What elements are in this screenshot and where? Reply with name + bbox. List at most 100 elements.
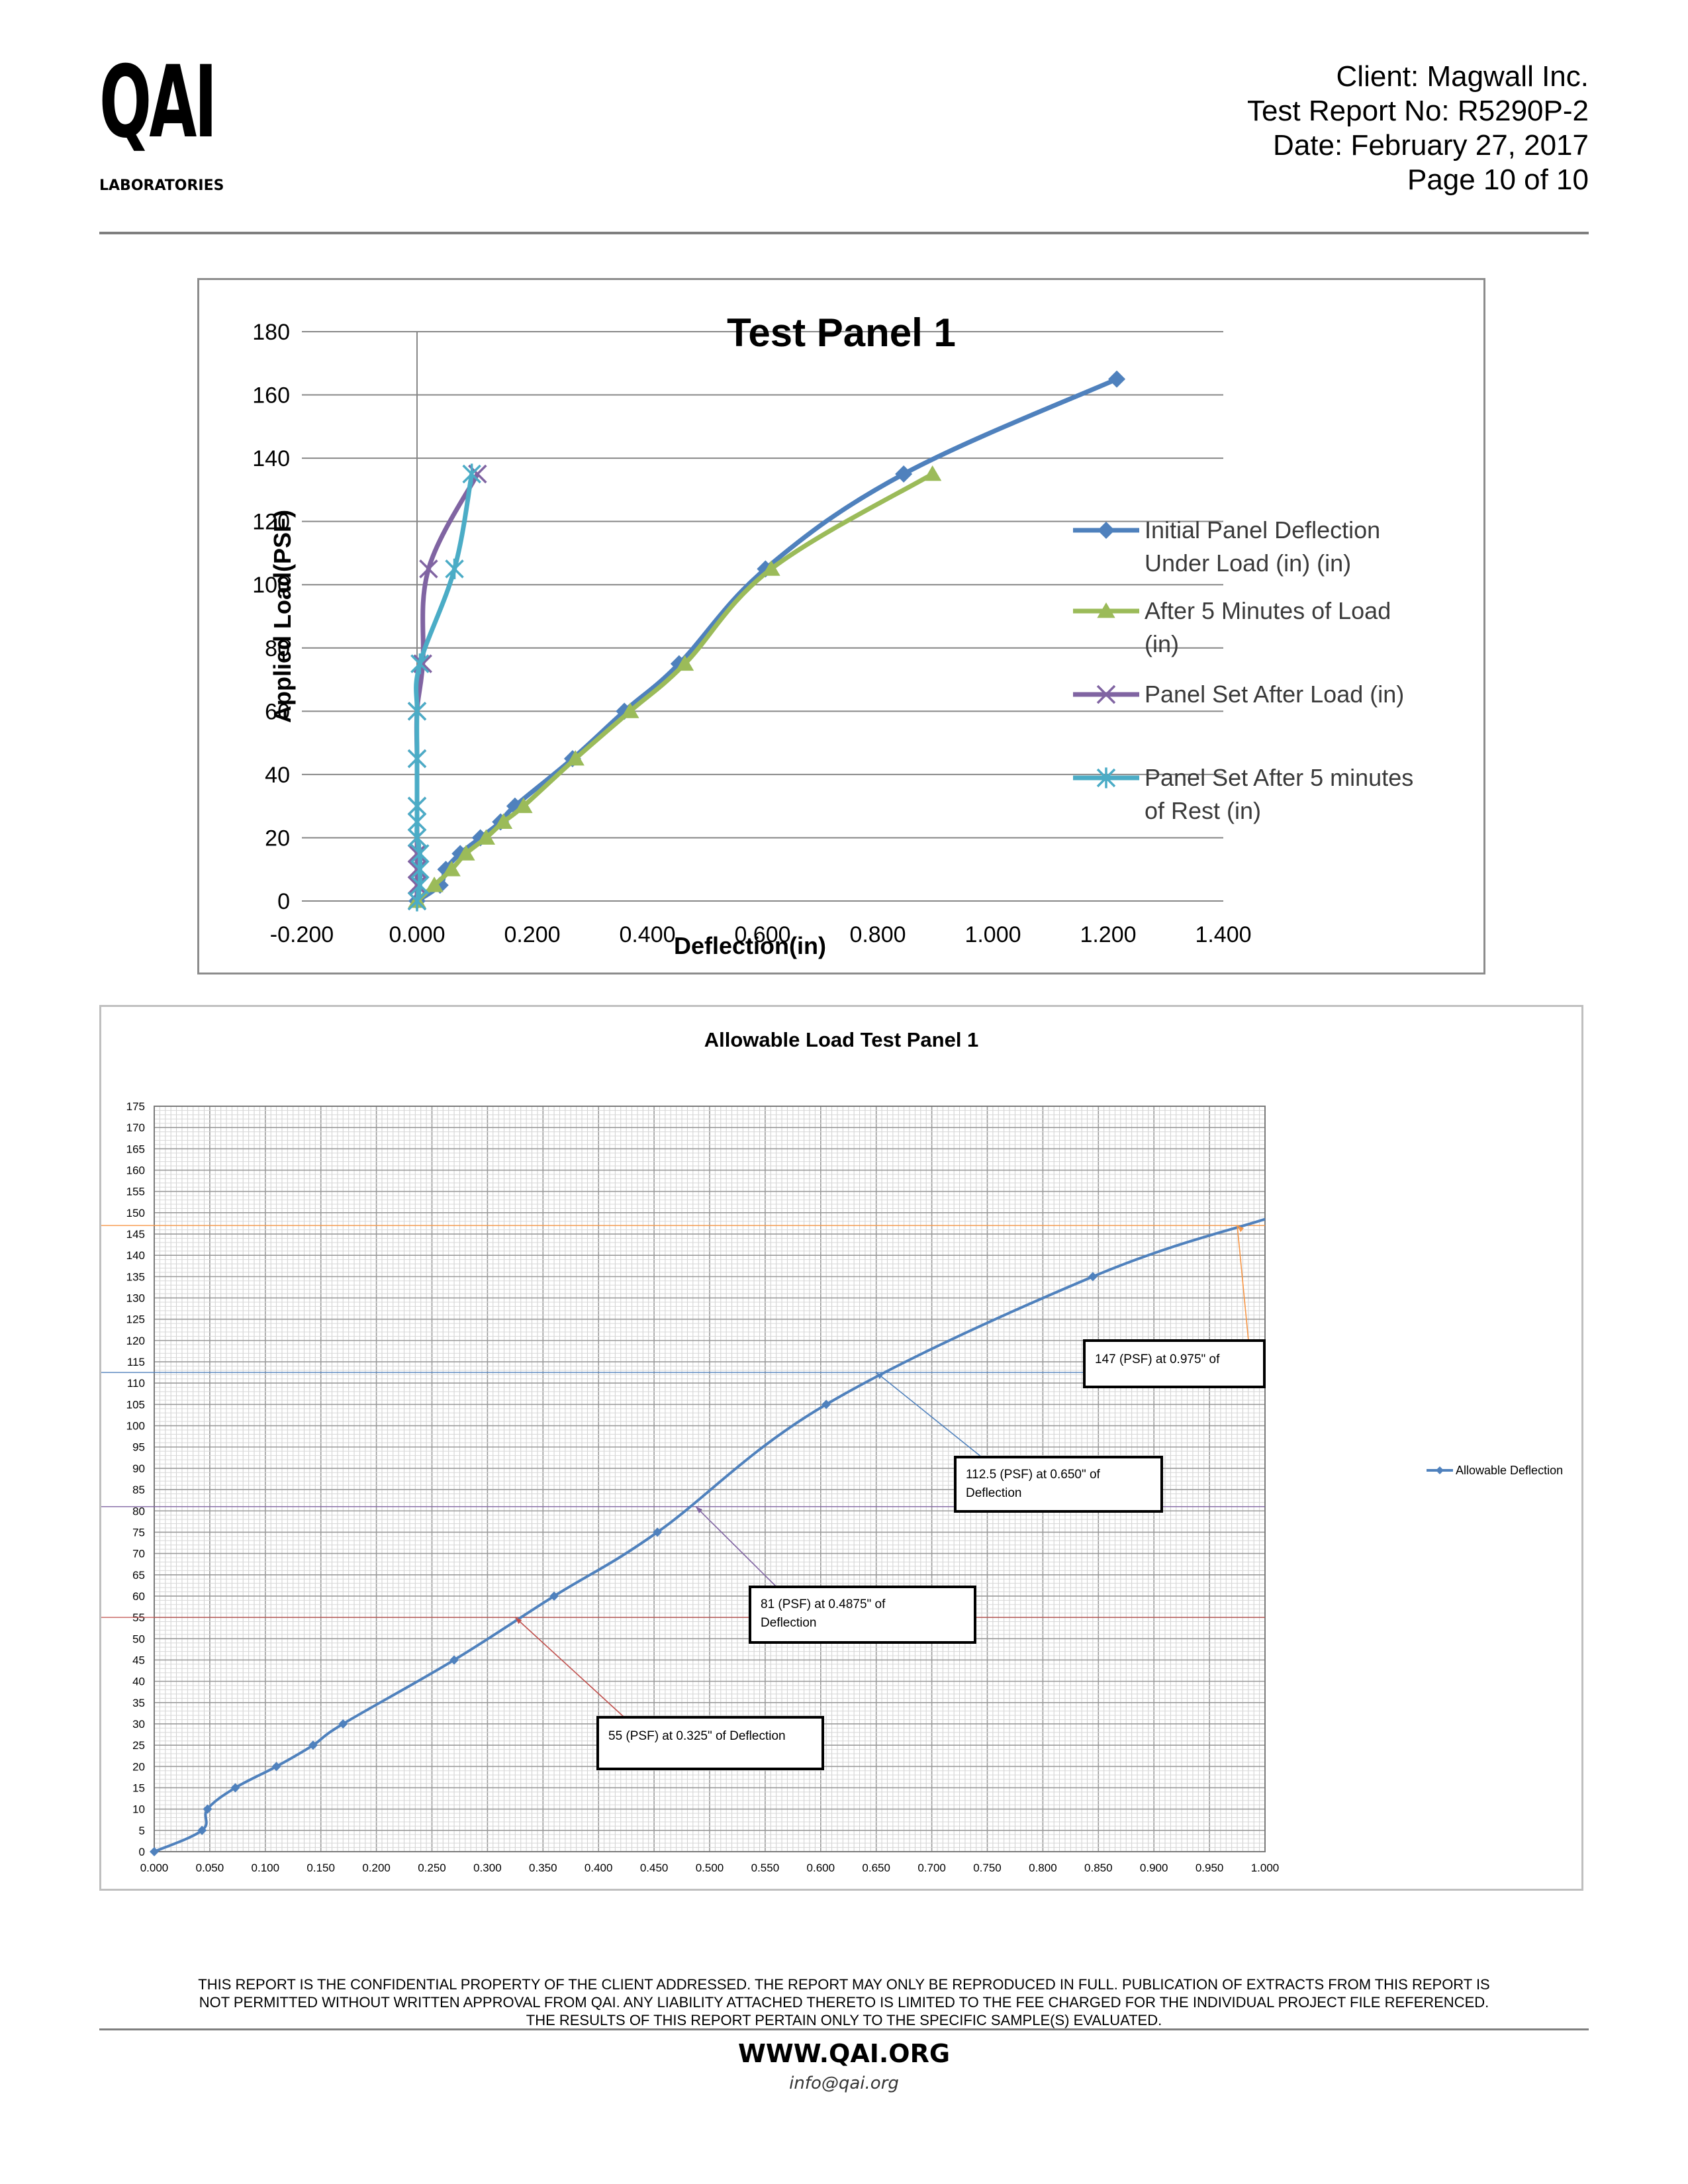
- data-point-5: [308, 1740, 318, 1750]
- data-point-3-6: [407, 796, 427, 817]
- annotation-arrow-3: [1237, 1225, 1244, 1233]
- x-tick-label-0.500: 0.500: [696, 1862, 724, 1874]
- y-tick-label-20: 20: [132, 1760, 145, 1773]
- annotation-2: 112.5 (PSF) at 0.650" of Deflection: [876, 1372, 1163, 1513]
- x-tick-label-0.600: 0.600: [807, 1862, 835, 1874]
- x-tick-label-1.000: 1.000: [1251, 1862, 1280, 1874]
- website-link[interactable]: WWW.QAI.ORG: [737, 2039, 951, 2068]
- legend-label-3-0: Panel Set After 5 minutes: [1145, 764, 1413, 791]
- legend-item-0: Allowable Deflection: [1427, 1464, 1563, 1477]
- data-point-3-10: [445, 558, 464, 579]
- y-tick-label-50: 50: [132, 1633, 145, 1645]
- chart-title: Allowable Load Test Panel 1: [704, 1028, 979, 1051]
- x-tick-label-0.150: 0.150: [306, 1862, 335, 1874]
- annotation-arrow-2: [876, 1372, 883, 1380]
- x-tick-label-0.450: 0.450: [640, 1862, 669, 1874]
- y-tick-label-165: 165: [126, 1143, 145, 1155]
- y-tick-label-15: 15: [132, 1781, 145, 1794]
- data-point-6: [338, 1719, 348, 1729]
- legend-item-1: After 5 Minutes of Load (in): [1073, 597, 1391, 657]
- y-tick-label-90: 90: [132, 1462, 145, 1475]
- data-point-3-3: [410, 843, 430, 864]
- data-point-11: [1088, 1272, 1098, 1282]
- data-point-3-0: [407, 890, 427, 912]
- footer-divider: [99, 2028, 1589, 2030]
- x-tick-label-0.600: 0.600: [734, 922, 790, 947]
- annotation-leader-3: [1237, 1225, 1249, 1341]
- annotation-1: 81 (PSF) at 0.4875" of Deflection: [695, 1506, 976, 1644]
- x-tick-label-0.250: 0.250: [418, 1862, 446, 1874]
- data-point-8: [549, 1591, 559, 1601]
- y-axis-label: Applied Load(PSF): [269, 510, 296, 723]
- x-tick-label-0.200: 0.200: [362, 1862, 391, 1874]
- y-tick-label-140: 140: [252, 446, 290, 471]
- annotation-text-2-2: Deflection: [966, 1486, 1022, 1500]
- y-tick-label-40: 40: [132, 1676, 145, 1688]
- legend-label-3-1: of Rest (in): [1145, 797, 1261, 824]
- x-tick-label-0.800: 0.800: [1029, 1862, 1057, 1874]
- y-tick-label-35: 35: [132, 1697, 145, 1709]
- legend-item-2: Panel Set After Load (in): [1073, 681, 1404, 708]
- x-tick-label-0.100: 0.100: [252, 1862, 280, 1874]
- data-point-10: [821, 1400, 831, 1409]
- data-point-2: [203, 1804, 212, 1814]
- data-point-1-9: [675, 655, 694, 671]
- x-tick-label-0.750: 0.750: [973, 1862, 1002, 1874]
- qai-logo: QAI LABORATORIES: [99, 53, 245, 199]
- x-axis-label: Deflection(in): [674, 932, 826, 959]
- annotation-box-1: [749, 1586, 976, 1644]
- data-point-1-11: [923, 465, 942, 481]
- x-tick-label-0.000: 0.000: [140, 1862, 169, 1874]
- y-tick-label-160: 160: [126, 1164, 145, 1177]
- notice-line-2: NOT PERMITTED WITHOUT WRITTEN APPROVAL F…: [199, 1994, 1489, 2011]
- data-point-0: [150, 1847, 159, 1856]
- email-link[interactable]: info@qai.org: [789, 2073, 899, 2093]
- y-tick-label-70: 70: [132, 1548, 145, 1560]
- y-tick-label-85: 85: [132, 1484, 145, 1496]
- series-line-0: [416, 377, 1118, 903]
- x-tick-label-1.400: 1.400: [1195, 922, 1251, 947]
- x-tick-label-0.700: 0.700: [917, 1862, 946, 1874]
- x-tick-label-0.400: 0.400: [619, 922, 675, 947]
- y-tick-label-115: 115: [127, 1356, 145, 1368]
- y-tick-label-105: 105: [126, 1398, 145, 1411]
- y-tick-label-80: 80: [265, 636, 290, 661]
- data-point-1-8: [621, 702, 639, 718]
- y-tick-label-30: 30: [132, 1718, 145, 1731]
- x-tick-label-0.300: 0.300: [473, 1862, 502, 1874]
- y-tick-label-25: 25: [132, 1739, 145, 1752]
- annotation-arrow-1: [696, 1506, 703, 1513]
- legend-item-3: Panel Set After 5 minutes of Rest (in): [1073, 764, 1413, 824]
- report-number: Test Report No: R5290P-2: [1246, 95, 1589, 127]
- y-tick-label-60: 60: [132, 1590, 145, 1603]
- data-point-1-10: [762, 560, 780, 576]
- x-tick-label-0.650: 0.650: [862, 1862, 890, 1874]
- notice-line-3: THE RESULTS OF THIS REPORT PERTAIN ONLY …: [526, 2012, 1162, 2028]
- y-tick-label-75: 75: [132, 1526, 145, 1539]
- y-tick-label-120: 120: [252, 510, 290, 535]
- series-line-1: [415, 471, 934, 903]
- x-tick-label-0.350: 0.350: [529, 1862, 557, 1874]
- series-line-2: [414, 473, 480, 901]
- data-point-1-3: [457, 845, 475, 861]
- data-point-2-2: [407, 859, 427, 879]
- x-tick-label-0.850: 0.850: [1084, 1862, 1113, 1874]
- annotation-text-3: 147 (PSF) at 0.975" of: [1095, 1353, 1220, 1366]
- annotation-text-1-1: 81 (PSF) at 0.4875" of: [761, 1597, 886, 1611]
- test-panel-chart: 0 20 40 60 80 100 120 140 160 180 -0.200 0.000 0.200…: [197, 278, 1485, 974]
- legend-marker-1: [1097, 602, 1115, 618]
- x-tick-label-0.800: 0.800: [849, 922, 906, 947]
- annotation-leader-2: [876, 1372, 982, 1458]
- x-tick-label-1.200: 1.200: [1080, 922, 1136, 947]
- data-point-3: [230, 1783, 240, 1793]
- x-tick-label-0.050: 0.050: [196, 1862, 224, 1874]
- y-tick-label-100: 100: [252, 573, 290, 598]
- data-point-1-6: [514, 797, 533, 814]
- legend-label-1-1: (in): [1145, 630, 1179, 657]
- series-line-3: [414, 473, 475, 902]
- data-point-1-5: [494, 813, 513, 829]
- legend-marker-2: [1096, 685, 1116, 704]
- allowable-load-chart: 0 5 10 15 20 25 30 35 40 45 50 55 60 65 70 75 80 85 90 95 10…: [99, 1005, 1583, 1891]
- annotation-text-1-2: Deflection: [761, 1616, 817, 1630]
- data-point-0-12: [1108, 370, 1126, 388]
